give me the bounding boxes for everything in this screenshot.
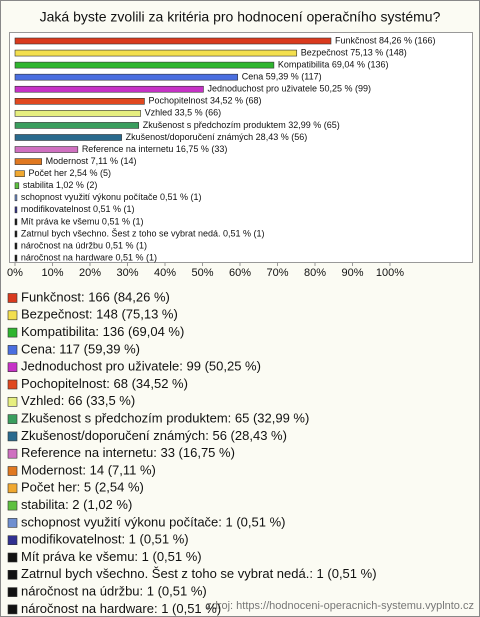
legend-label: Modernost: 14 (7,11 %) [21, 462, 156, 477]
legend-swatch [7, 327, 18, 338]
bar-label: Vzhled 33,5 % (66) [145, 108, 222, 118]
legend-label: Vzhled: 66 (33,5 %) [21, 393, 135, 408]
bar-label: Reference na internetu 16,75 % (33) [82, 144, 228, 154]
bar-label: schopnost využití výkonu počítače 0,51 %… [21, 192, 202, 202]
legend-label: Pochopitelnost: 68 (34,52 %) [21, 376, 188, 391]
x-tick-label: 90% [341, 267, 363, 279]
legend-swatch [7, 569, 18, 580]
bar-label: Zatrnul bych všechno. Šest z toho se vyb… [21, 228, 265, 238]
x-tick-label: 30% [116, 267, 138, 279]
bar [14, 194, 18, 202]
x-tick-label: 0% [7, 267, 23, 279]
bar [14, 182, 20, 190]
legend-label: schopnost využití výkonu počítače: 1 (0,… [21, 514, 285, 529]
bar [14, 146, 79, 153]
bar [14, 61, 275, 69]
bar-label: Cena 59,39 % (117) [242, 72, 322, 82]
bar [14, 110, 141, 117]
legend-swatch [7, 414, 18, 424]
legend-label: Počet her: 5 (2,54 %) [21, 480, 144, 495]
legend-label: stabilita: 2 (1,02 %) [21, 497, 132, 512]
x-tick-label: 80% [304, 267, 326, 279]
bar [14, 170, 25, 177]
bar [14, 218, 18, 226]
x-tick-label: 20% [79, 267, 101, 279]
bar-label: Zkušenost s předchozím produktem 32,99 %… [143, 120, 340, 130]
legend-label: Zatrnul bych všechno. Šest z toho se vyb… [21, 566, 377, 581]
bar-label: náročnost na údržbu 0,51 % (1) [21, 240, 147, 250]
bar [14, 230, 18, 238]
bar [14, 37, 332, 45]
legend-swatch [7, 345, 18, 355]
legend-swatch [7, 518, 18, 528]
legend-swatch [7, 448, 18, 459]
bar-label: Počet her 2,54 % (5) [29, 168, 112, 178]
x-tick-label: 40% [154, 267, 176, 279]
legend-swatch [7, 431, 18, 442]
bar [14, 85, 204, 93]
legend-swatch [7, 587, 18, 597]
legend-label: Cena: 117 (59,39 %) [21, 341, 140, 356]
legend-swatch [7, 466, 18, 476]
bar [14, 122, 140, 129]
x-tick-label: 60% [229, 267, 251, 279]
bar [14, 98, 145, 105]
legend-swatch [7, 604, 18, 615]
legend-label: Zkušenost/doporučení známých: 56 (28,43 … [21, 428, 287, 443]
chart-title: Jaká byste zvolili za kritéria pro hodno… [40, 9, 441, 25]
legend-label: modifikovatelnost: 1 (0,51 %) [21, 532, 189, 547]
bar-label: Modernost 7,11 % (14) [46, 156, 137, 166]
bar [14, 158, 42, 165]
bar [14, 49, 298, 57]
legend-swatch [7, 483, 18, 494]
legend-label: Bezpečnost: 148 (75,13 %) [21, 307, 178, 322]
legend-swatch [7, 396, 18, 407]
bar-label: Jednoduchost pro uživatele 50,25 % (99) [207, 84, 371, 94]
bar [14, 206, 18, 214]
bar-label: Kompatibilita 69,04 % (136) [278, 59, 389, 69]
bar-label: Funkčnost 84,26 % (166) [335, 35, 436, 45]
legend-label: Reference na internetu: 33 (16,75 %) [21, 445, 235, 460]
legend-label: Mít práva ke všemu: 1 (0,51 %) [21, 549, 202, 564]
legend-label: Kompatibilita: 136 (69,04 %) [21, 324, 184, 339]
legend-label: náročnost na údržbu: 1 (0,51 %) [21, 584, 207, 599]
legend-label: Funkčnost: 166 (84,26 %) [21, 289, 170, 304]
x-tick-label: 100% [376, 267, 404, 279]
x-tick-label: 70% [266, 267, 288, 279]
bar [14, 73, 239, 81]
legend-label: Jednoduchost pro uživatele: 99 (50,25 %) [21, 359, 261, 374]
bar-label: Zkušenost/doporučení známých 28,43 % (56… [126, 132, 308, 142]
source: zdroj: https://hodnoceni-operacnich-syst… [206, 600, 474, 612]
legend-swatch [7, 293, 18, 303]
bar-label: Bezpečnost 75,13 % (148) [301, 47, 407, 57]
legend-swatch [7, 552, 18, 563]
legend-label: Zkušenost s předchozím produktem: 65 (32… [21, 411, 309, 426]
bar [14, 242, 18, 250]
legend-swatch [7, 500, 18, 511]
legend-swatch [7, 379, 18, 390]
bar-label: modifikovatelnost 0,51 % (1) [21, 204, 135, 214]
bar-label: náročnost na hardware 0,51 % (1) [21, 252, 157, 262]
x-tick-label: 10% [41, 267, 63, 279]
plot-area [9, 32, 473, 263]
bar [14, 134, 122, 141]
legend-swatch [7, 535, 18, 546]
legend-label: náročnost na hardware: 1 (0,51 %) [21, 601, 221, 616]
bar-label: Pochopitelnost 34,52 % (68) [148, 96, 261, 106]
bar-label: stabilita 1,02 % (2) [23, 180, 98, 190]
x-tick-label: 50% [191, 267, 213, 279]
legend-swatch [7, 310, 18, 321]
legend-swatch [7, 362, 18, 373]
bar [14, 254, 18, 262]
bar-label: Mít práva ke všemu 0,51 % (1) [21, 216, 144, 226]
